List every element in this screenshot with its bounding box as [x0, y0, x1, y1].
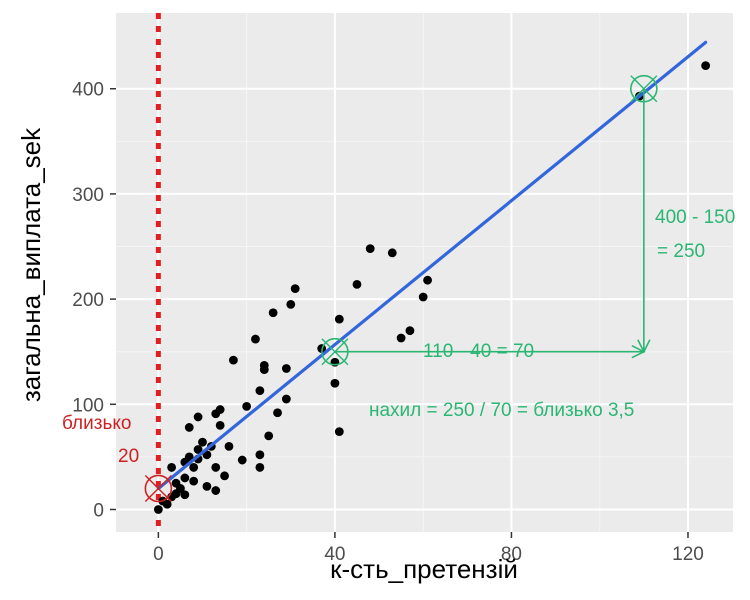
data-point	[193, 412, 203, 422]
x-tick-label: 40	[324, 544, 345, 565]
data-point	[211, 486, 221, 495]
data-point	[330, 378, 340, 388]
slope-point-marker	[321, 337, 349, 366]
data-point	[153, 505, 163, 514]
data-point	[162, 499, 172, 509]
data-point	[202, 481, 212, 491]
marker-circle	[630, 74, 658, 103]
dy-label-line1: 400 - 150	[655, 207, 735, 228]
data-point	[334, 427, 344, 437]
data-point	[211, 463, 221, 472]
y-tick-label: 0	[93, 500, 104, 521]
data-point	[242, 402, 252, 411]
marker-circle	[144, 474, 173, 503]
dx-label: 110 - 40 = 70	[423, 341, 534, 362]
slope-point-marker	[630, 74, 658, 103]
intercept-label-line2: 20	[118, 446, 139, 467]
data-point	[396, 333, 406, 343]
y-tick-label: 400	[72, 80, 104, 101]
fit-line	[156, 40, 708, 491]
data-point	[228, 355, 238, 365]
data-point	[352, 279, 362, 289]
marker-cross	[321, 338, 349, 366]
data-point	[193, 445, 203, 454]
data-point	[418, 292, 428, 302]
y-tick-label: 100	[72, 395, 104, 416]
data-point	[255, 386, 265, 396]
intercept-marker	[144, 474, 173, 503]
y-axis-ticks: 0 100 200 300 400	[72, 80, 116, 521]
x-tick-label: 80	[501, 544, 522, 565]
data-point	[198, 437, 207, 447]
data-point	[255, 463, 265, 472]
data-point	[286, 299, 296, 309]
slope-label: нахил = 250 / 70 = близько 3,5	[369, 400, 634, 421]
marker-circle	[321, 337, 349, 366]
annotation-arrows	[334, 88, 651, 359]
data-point	[387, 248, 397, 258]
data-point	[281, 364, 291, 373]
data-point	[273, 408, 282, 418]
data-point	[334, 314, 344, 324]
dy-label-line2: = 250	[657, 241, 705, 262]
data-point	[701, 61, 711, 70]
data-point	[184, 452, 194, 462]
marker-cross	[630, 75, 658, 103]
data-point	[268, 308, 278, 318]
y-axis-title: загальна_виплата_sek	[16, 127, 46, 402]
marker-cross	[144, 474, 172, 502]
data-point	[189, 476, 199, 486]
data-point	[365, 244, 375, 254]
data-point	[215, 420, 225, 430]
data-point	[189, 463, 199, 472]
data-point	[423, 275, 432, 285]
data-point	[184, 423, 194, 432]
data-point	[167, 463, 177, 472]
y-tick-label: 200	[72, 290, 104, 311]
data-point	[220, 471, 229, 481]
x-tick-label: 120	[672, 544, 704, 565]
x-axis-ticks: 0 40 80 120	[153, 532, 704, 565]
intercept-label-line1: близько	[62, 413, 131, 434]
x-tick-label: 0	[153, 544, 164, 565]
data-point	[281, 394, 291, 404]
data-points	[153, 61, 711, 514]
data-point	[224, 441, 234, 451]
data-point	[405, 326, 415, 336]
data-point	[251, 334, 260, 344]
data-point	[264, 431, 274, 441]
data-point	[255, 450, 265, 460]
annotation-markers	[144, 74, 658, 503]
dy-arrow-head	[637, 339, 651, 354]
data-point	[259, 365, 269, 374]
data-point	[290, 284, 300, 293]
data-point	[176, 484, 185, 493]
data-point	[215, 405, 225, 414]
x-axis-title: к-сть_претензій	[330, 554, 518, 584]
y-tick-label: 300	[72, 185, 104, 206]
data-point	[180, 473, 190, 483]
data-point	[237, 455, 247, 465]
regression-line	[156, 40, 708, 491]
data-point	[180, 490, 190, 500]
